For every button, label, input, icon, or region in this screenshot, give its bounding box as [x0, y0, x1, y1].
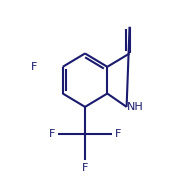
Text: F: F	[49, 129, 55, 139]
Text: NH: NH	[127, 102, 143, 112]
Text: F: F	[31, 62, 37, 72]
Text: F: F	[82, 163, 88, 173]
Text: F: F	[115, 129, 121, 139]
